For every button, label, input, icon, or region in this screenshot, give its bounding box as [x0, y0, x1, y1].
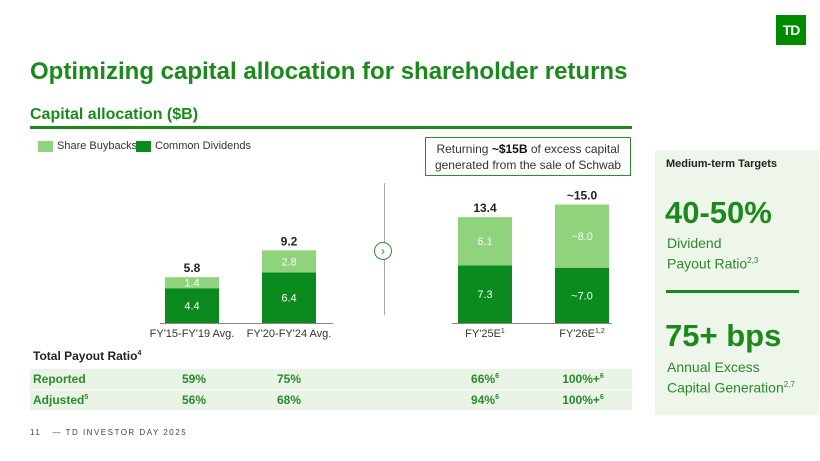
bar-dividends [165, 288, 219, 323]
legend-label-buybacks: Share Buybacks [57, 140, 138, 152]
chevron-right-icon: › [374, 242, 392, 260]
payout-cell: 100%+6 [562, 393, 604, 407]
excess-capital-target: 75+ bps [665, 318, 782, 353]
bar-total-label: 13.4 [473, 201, 497, 215]
bar-buybacks [165, 277, 219, 289]
category-label: FY'20-FY'24 Avg. [247, 328, 332, 340]
data-label-buybacks: ~8.0 [571, 231, 593, 243]
category-label: FY'25E1 [465, 328, 505, 340]
payout-cell: 75% [276, 372, 302, 386]
payout-cell: 68% [276, 393, 302, 407]
bar-buybacks [262, 250, 316, 273]
page-title: Optimizing capital allocation for shareh… [30, 58, 628, 85]
callout-suffix: of excess capital generated from the sal… [434, 142, 622, 172]
targets-divider [666, 290, 799, 293]
bar-total-label: 9.2 [281, 234, 298, 248]
bar-dividends [555, 267, 609, 323]
targets-heading: Medium-term Targets [666, 158, 778, 170]
data-label-dividends: ~7.0 [571, 290, 593, 302]
bar-dividends [458, 265, 512, 323]
payout-row-adjusted-bg [30, 390, 632, 410]
bar-buybacks [555, 204, 609, 268]
excess-capital-desc: Annual Excess Capital Generation2,7 [667, 359, 795, 396]
payout-cell: 94%6 [471, 393, 499, 407]
subtitle-rule [30, 126, 632, 129]
bar-dividends [262, 272, 316, 323]
data-label-buybacks: 6.1 [477, 236, 492, 248]
capital-allocation-chart: 4.4 1.4 5.8 FY'15-FY'19 Avg. 6.4 2.8 9.2 FY'20-… [150, 189, 612, 340]
data-label-dividends: 6.4 [281, 293, 296, 305]
payout-cell: 59% [181, 372, 207, 386]
data-label-buybacks: 1.4 [184, 278, 199, 290]
data-label-dividends: 4.4 [184, 301, 199, 313]
callout-prefix: Returning [436, 142, 492, 156]
bar-total-label: 5.8 [184, 261, 201, 275]
category-superscript: 1 [501, 328, 505, 335]
bar-buybacks [458, 217, 512, 266]
bar-total-label: ~15.0 [567, 189, 598, 203]
dividend-payout-desc: Dividend Payout Ratio2,3 [667, 235, 759, 272]
td-logo: TD [776, 15, 806, 45]
legend-item-dividends: Common Dividends [136, 140, 251, 152]
category-label: FY'26E1,2 [559, 328, 605, 340]
legend-item-buybacks: Share Buybacks [38, 140, 137, 152]
payout-row-label: Adjusted5 [33, 393, 89, 407]
payout-cell: 66%6 [471, 372, 499, 386]
data-label-dividends: 7.3 [477, 289, 492, 301]
payout-cell: 100%+6 [562, 372, 604, 386]
legend-swatch-buybacks [38, 140, 53, 152]
category-label: FY'15-FY'19 Avg. [150, 328, 235, 340]
payout-row-label: Reported [33, 372, 86, 386]
dividend-payout-target: 40-50% [665, 195, 772, 230]
schwab-callout: Returning ~$15B of excess capital genera… [425, 137, 631, 176]
payout-cell: 56% [181, 393, 207, 407]
chart-subtitle: Capital allocation ($B) [30, 106, 199, 123]
footer: 11 — TD INVESTOR DAY 2025 [30, 428, 188, 437]
payout-row-reported-bg [30, 369, 632, 389]
total-payout-label: Total Payout Ratio4 [33, 349, 142, 363]
legend-label-dividends: Common Dividends [155, 140, 251, 152]
category-superscript: 1,2 [595, 328, 605, 335]
targets-panel [655, 150, 819, 415]
callout-amount: ~$15B [491, 142, 528, 156]
data-label-buybacks: 2.8 [281, 256, 296, 268]
legend-swatch-dividends [136, 140, 151, 152]
